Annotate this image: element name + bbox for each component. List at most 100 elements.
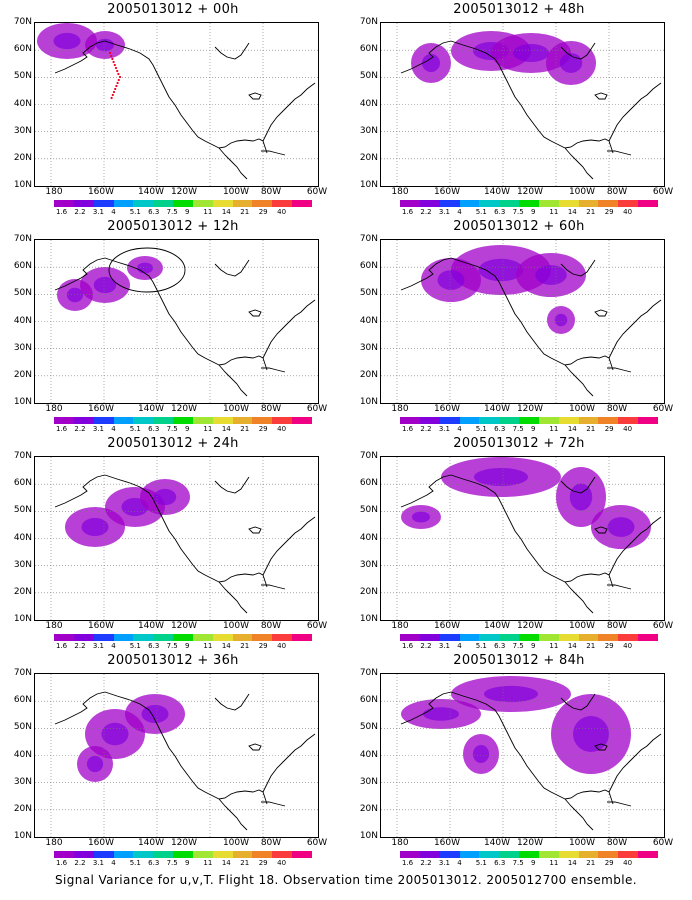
variance-shading xyxy=(81,518,109,536)
colorbar-swatch xyxy=(499,417,520,424)
colorbar-label: 9 xyxy=(531,425,536,433)
variance-shading xyxy=(554,313,568,327)
colorbar-swatch xyxy=(252,851,273,858)
coastline xyxy=(214,693,250,711)
longitude-label: 120W xyxy=(516,621,544,631)
coastline xyxy=(400,474,452,508)
longitude-label: 140W xyxy=(483,621,511,631)
colorbar xyxy=(400,417,658,424)
flight-track-point xyxy=(115,84,118,88)
colorbar-label: 3.1 xyxy=(92,642,104,650)
coastline xyxy=(607,367,632,373)
colorbar-label: 14 xyxy=(221,859,231,867)
longitude-label: 140W xyxy=(483,404,511,414)
colorbar-label: 7.5 xyxy=(166,425,178,433)
colorbar-swatch xyxy=(232,200,253,207)
latitude-label: 70N xyxy=(13,234,32,244)
latitude-label: 60N xyxy=(13,261,32,272)
latitude-label: 60N xyxy=(13,478,32,489)
colorbar-swatch xyxy=(113,200,134,207)
coastline xyxy=(564,147,594,180)
coastline xyxy=(262,516,316,576)
coastline xyxy=(104,257,220,366)
panel-title: 2005013012 + 60h xyxy=(453,219,585,234)
map-svg xyxy=(35,674,318,837)
colorbar-label: 9 xyxy=(185,642,190,650)
coastline xyxy=(218,147,248,180)
colorbar-swatch xyxy=(212,417,233,424)
colorbar-label: 3.1 xyxy=(92,859,104,867)
colorbar-swatch xyxy=(232,417,253,424)
colorbar-label: 7.5 xyxy=(166,208,178,216)
longitude-label: 80W xyxy=(606,838,628,848)
latitude-label: 50N xyxy=(13,722,32,733)
colorbar-swatch xyxy=(232,634,253,641)
map-area xyxy=(380,456,665,621)
colorbar-label: 6.3 xyxy=(148,859,160,867)
latitude-label: 20N xyxy=(13,369,32,380)
map-svg xyxy=(381,457,664,620)
colorbar-swatch xyxy=(400,417,420,424)
coastline xyxy=(608,82,662,142)
colorbar xyxy=(54,417,312,424)
panel-title: 2005013012 + 00h xyxy=(107,2,239,17)
colorbar-label: 7.5 xyxy=(166,859,178,867)
map-panel: 2005013012 + 00h 70N 60N 50N 40N 30N 20N 10N 180… xyxy=(0,0,346,217)
latitude-label: 30N xyxy=(13,342,32,353)
map-panel: 2005013012 + 48h 70N 60N 50N 40N 30N 20N 10N 180… xyxy=(346,0,692,217)
colorbar-label: 11 xyxy=(549,425,559,433)
flight-track-point xyxy=(116,81,119,85)
latitude-label: 60N xyxy=(13,44,32,55)
colorbar-swatch xyxy=(173,851,193,858)
longitude-label: 80W xyxy=(260,621,282,631)
colorbar-label: 4 xyxy=(457,642,462,650)
coastline xyxy=(564,138,614,154)
colorbar-label: 14 xyxy=(567,208,577,216)
map-area xyxy=(380,22,665,187)
colorbar-label: 9 xyxy=(185,208,190,216)
longitude-label: 120W xyxy=(170,187,198,197)
colorbar-swatch xyxy=(558,634,579,641)
latitude-label: 20N xyxy=(359,586,378,597)
map-panel: 2005013012 + 12h 70N 60N 50N 40N 30N 20N 10N 180… xyxy=(0,217,346,434)
longitude-label: 160W xyxy=(433,187,461,197)
colorbar-swatch xyxy=(133,634,154,641)
latitude-label: 10N xyxy=(13,614,32,624)
colorbar-label: 11 xyxy=(203,859,213,867)
map-panel: 2005013012 + 24h 70N 60N 50N 40N 30N 20N 10N 180… xyxy=(0,434,346,651)
latitude-label: 20N xyxy=(13,152,32,163)
colorbar-label: 21 xyxy=(240,642,250,650)
map-svg xyxy=(35,457,318,620)
colorbar-swatch xyxy=(439,417,460,424)
colorbar-label: 3.1 xyxy=(92,425,104,433)
colorbar-swatch xyxy=(292,417,312,424)
colorbar-label: 40 xyxy=(277,859,287,867)
colorbar-swatch xyxy=(459,851,480,858)
colorbar-swatch xyxy=(93,200,114,207)
latitude-label: 30N xyxy=(13,559,32,570)
longitude-label: 140W xyxy=(137,187,165,197)
longitude-label: 180 xyxy=(45,187,63,197)
colorbar-label: 21 xyxy=(586,208,596,216)
coastline xyxy=(560,42,596,60)
coastline xyxy=(218,355,268,371)
coastline xyxy=(450,257,566,366)
longitude-label: 80W xyxy=(260,404,282,414)
colorbar-label: 11 xyxy=(549,859,559,867)
colorbar-swatch xyxy=(153,851,174,858)
colorbar-label: 7.5 xyxy=(512,642,524,650)
colorbar-swatch xyxy=(459,200,480,207)
colorbar-swatch xyxy=(133,851,154,858)
latitude-label: 30N xyxy=(13,125,32,136)
colorbar-label: 5.1 xyxy=(475,208,487,216)
latitude-label: 50N xyxy=(13,505,32,516)
colorbar-label: 7.5 xyxy=(166,642,178,650)
colorbar-label: 40 xyxy=(623,642,633,650)
colorbar-label: 1.6 xyxy=(56,859,68,867)
colorbar-swatch xyxy=(519,634,539,641)
colorbar-swatch xyxy=(519,200,539,207)
colorbar xyxy=(400,200,658,207)
colorbar-swatch xyxy=(153,200,174,207)
colorbar-label: 6.3 xyxy=(148,425,160,433)
coastline xyxy=(564,364,594,397)
